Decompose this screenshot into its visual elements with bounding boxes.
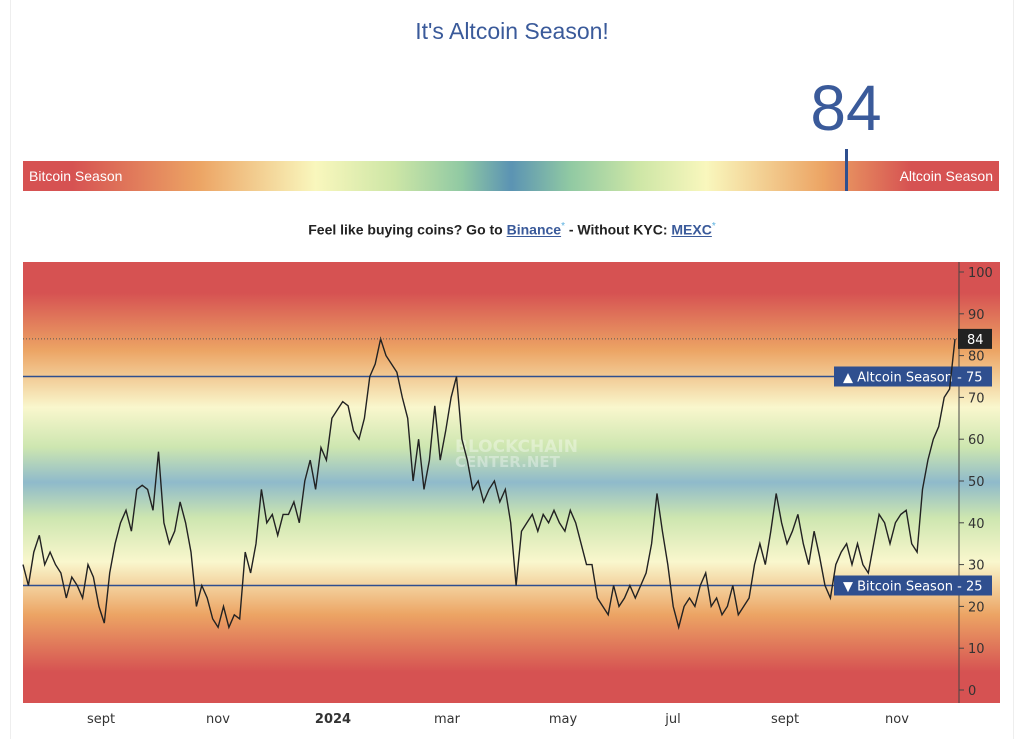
season-gauge: Bitcoin Season Altcoin Season: [23, 161, 999, 191]
binance-star: *: [561, 221, 565, 232]
x-tick-label: sept: [771, 712, 799, 727]
promo-text: Feel like buying coins? Go to Binance* -…: [0, 221, 1024, 238]
current-value-label: 84: [967, 333, 984, 348]
current-value-box: [958, 328, 992, 349]
gauge-marker: [845, 149, 848, 191]
threshold-label-bitcoin: ▼ Bitcoin Season - 25: [843, 580, 983, 595]
y-tick-label: 60: [968, 433, 985, 448]
y-tick-label: 50: [968, 475, 985, 490]
x-tick-label: 2024: [315, 712, 351, 727]
threshold-label-altcoin: ▲ Altcoin Season - 75: [843, 371, 983, 386]
promo-text-1: Feel like buying coins? Go to: [308, 221, 507, 238]
y-tick-label: 30: [968, 559, 985, 574]
current-index-value: 84: [810, 72, 882, 144]
watermark: BLOCKCHAIN: [455, 437, 578, 457]
mexc-link[interactable]: MEXC: [671, 221, 712, 238]
threshold-label-box: [834, 366, 992, 387]
mexc-star: *: [711, 221, 716, 232]
y-tick-label: 100: [968, 266, 993, 281]
x-tick-label: jul: [664, 712, 680, 727]
threshold-label-box: [834, 575, 992, 596]
x-tick-label: nov: [885, 712, 909, 727]
y-tick-label: 10: [968, 642, 985, 657]
x-tick-label: mar: [434, 712, 461, 727]
series-line: [22, 336, 956, 631]
chart-background: [23, 262, 1000, 703]
x-tick-label: may: [549, 712, 578, 727]
y-tick-label: 80: [968, 350, 985, 365]
y-tick-label: 0: [968, 684, 976, 699]
y-tick-label: 70: [968, 391, 985, 406]
binance-link[interactable]: Binance: [506, 221, 562, 238]
page-frame: [10, 0, 1014, 739]
y-tick-label: 20: [968, 600, 985, 615]
watermark-2: CENTER.NET: [455, 453, 561, 471]
gauge-left-label: Bitcoin Season: [29, 168, 123, 184]
y-tick-label: 90: [968, 308, 985, 323]
y-tick-label: 40: [968, 517, 985, 532]
gauge-right-label: Altcoin Season: [899, 168, 993, 184]
promo-text-2: - Without KYC:: [564, 221, 672, 238]
page-title: It's Altcoin Season!: [415, 18, 609, 44]
x-tick-label: sept: [87, 712, 115, 727]
x-tick-label: nov: [206, 712, 230, 727]
